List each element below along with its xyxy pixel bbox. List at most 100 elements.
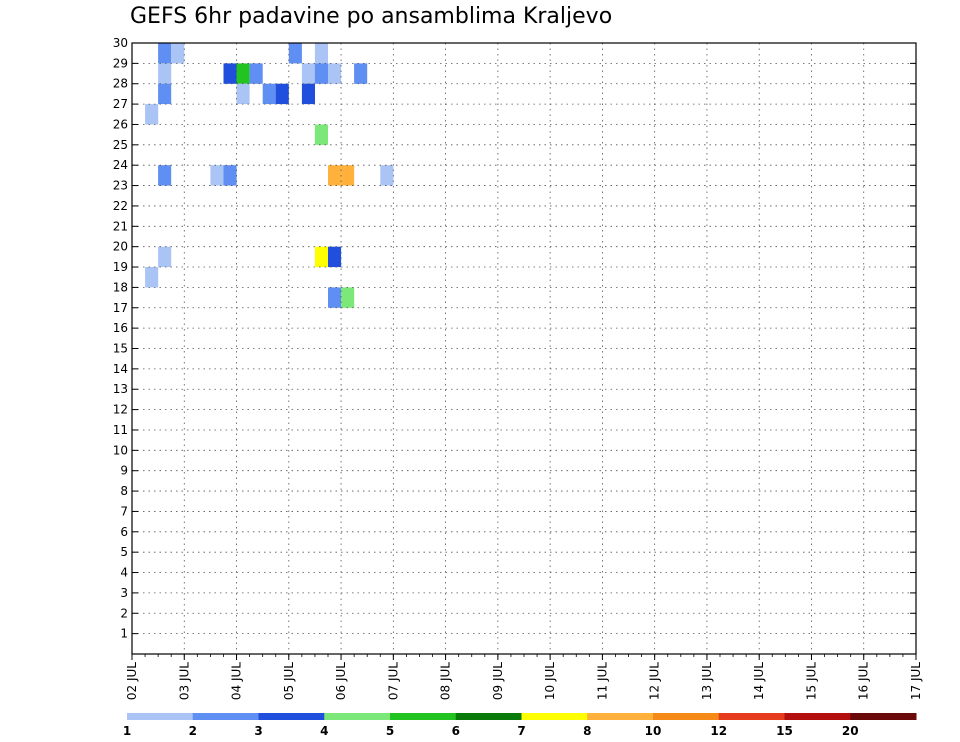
legend-label: 8 xyxy=(583,724,591,738)
x-tick-label: 05 JUL xyxy=(282,662,296,700)
legend-label: 12 xyxy=(710,724,727,738)
y-tick-label: 9 xyxy=(120,464,128,478)
heatmap-cell xyxy=(223,63,237,84)
y-tick-label: 26 xyxy=(113,117,128,131)
legend-swatch xyxy=(192,713,259,720)
heatmap-cell xyxy=(145,104,159,125)
legend-swatch xyxy=(784,713,851,720)
y-tick-label: 22 xyxy=(113,199,128,213)
x-tick-label: 08 JUL xyxy=(439,662,453,700)
y-tick-label: 8 xyxy=(120,484,128,498)
legend-swatch xyxy=(718,713,785,720)
x-tick-label: 06 JUL xyxy=(334,662,348,700)
y-tick-label: 23 xyxy=(113,179,128,193)
legend-label: 10 xyxy=(645,724,662,738)
legend-swatch xyxy=(324,713,391,720)
y-tick-label: 4 xyxy=(120,566,128,580)
y-tick-label: 5 xyxy=(120,545,128,559)
y-tick-label: 21 xyxy=(113,219,128,233)
x-tick-label: 04 JUL xyxy=(230,662,244,700)
y-tick-label: 18 xyxy=(113,280,128,294)
y-tick-label: 20 xyxy=(113,240,128,254)
heatmap-cell xyxy=(354,63,368,84)
heatmap-cell xyxy=(158,43,172,64)
y-tick-label: 11 xyxy=(113,423,128,437)
x-tick-label: 07 JUL xyxy=(386,662,400,700)
y-tick-label: 30 xyxy=(113,36,128,50)
heatmap-cell xyxy=(236,63,250,84)
x-tick-label: 15 JUL xyxy=(804,662,818,700)
heatmap-cell xyxy=(171,43,185,64)
legend-label: 3 xyxy=(254,724,262,738)
plot-frame xyxy=(131,42,917,655)
legend-label: 4 xyxy=(320,724,328,738)
legend-swatch xyxy=(653,713,720,720)
legend-label: 7 xyxy=(517,724,525,738)
legend-swatch xyxy=(390,713,457,720)
heatmap-cell xyxy=(158,83,172,105)
y-tick-label: 10 xyxy=(113,443,128,457)
heatmap-cell xyxy=(275,83,289,105)
heatmap-cell xyxy=(236,83,250,105)
y-tick-label: 17 xyxy=(113,301,128,315)
y-tick-label: 27 xyxy=(113,97,128,111)
legend-label: 5 xyxy=(386,724,394,738)
heatmap-cell xyxy=(328,165,342,186)
heatmap-cell xyxy=(158,246,172,268)
y-tick-label: 12 xyxy=(113,403,128,417)
legend-label: 1 xyxy=(123,724,131,738)
y-tick-label: 7 xyxy=(120,504,128,518)
heatmap-cell xyxy=(314,63,328,84)
heatmap-cell xyxy=(341,165,355,186)
heatmap-cell xyxy=(314,43,328,64)
heatmap-cell xyxy=(328,63,342,84)
legend-swatch xyxy=(258,713,325,720)
x-tick-label: 11 JUL xyxy=(595,662,609,700)
x-tick-label: 09 JUL xyxy=(491,662,505,700)
y-tick-label: 29 xyxy=(113,56,128,70)
axes-layer: 1234567891011121314151617181920212223242… xyxy=(113,36,923,700)
y-tick-label: 3 xyxy=(120,586,128,600)
x-tick-label: 14 JUL xyxy=(752,662,766,700)
x-tick-label: 10 JUL xyxy=(543,662,557,700)
heatmap-cell xyxy=(262,83,276,105)
heatmap-cell xyxy=(249,63,263,84)
x-tick-label: 13 JUL xyxy=(700,662,714,700)
x-tick-label: 12 JUL xyxy=(648,662,662,700)
x-tick-label: 02 JUL xyxy=(125,662,139,700)
heatmap-cell xyxy=(158,165,172,186)
heatmap-cell xyxy=(314,246,328,268)
legend-label: 20 xyxy=(842,724,859,738)
x-tick-label: 03 JUL xyxy=(177,662,191,700)
y-tick-label: 1 xyxy=(120,627,128,641)
legend-swatch xyxy=(587,713,654,720)
heatmap-cell xyxy=(223,165,237,186)
heatmap-cell xyxy=(328,246,342,268)
heatmap-cell xyxy=(301,83,315,105)
cells-layer xyxy=(145,43,394,308)
heatmap-cell xyxy=(341,287,355,308)
legend-layer: 1 2 3 4 5 6 7 8 10 12 15 20 xyxy=(123,713,917,738)
x-tick-label: 17 JUL xyxy=(909,662,923,700)
legend-label: 6 xyxy=(452,724,460,738)
heatmap-cell xyxy=(314,124,328,145)
heatmap-cell xyxy=(158,63,172,84)
y-tick-label: 25 xyxy=(113,138,128,152)
legend-label: 2 xyxy=(189,724,197,738)
heatmap-cell xyxy=(328,287,342,308)
y-tick-label: 24 xyxy=(113,158,128,172)
heatmap-cell xyxy=(288,43,302,64)
legend-swatch xyxy=(127,713,194,720)
heatmap-cell xyxy=(210,165,224,186)
heatmap-cell xyxy=(145,267,159,288)
x-tick-label: 16 JUL xyxy=(857,662,871,700)
y-tick-label: 13 xyxy=(113,382,128,396)
y-tick-label: 19 xyxy=(113,260,128,274)
y-tick-label: 15 xyxy=(113,342,128,356)
y-tick-label: 6 xyxy=(120,525,128,539)
y-tick-label: 2 xyxy=(120,606,128,620)
chart-title: GEFS 6hr padavine po ansamblima Kraljevo xyxy=(130,4,613,29)
heatmap-cell xyxy=(301,63,315,84)
heatmap-cell xyxy=(380,165,394,186)
